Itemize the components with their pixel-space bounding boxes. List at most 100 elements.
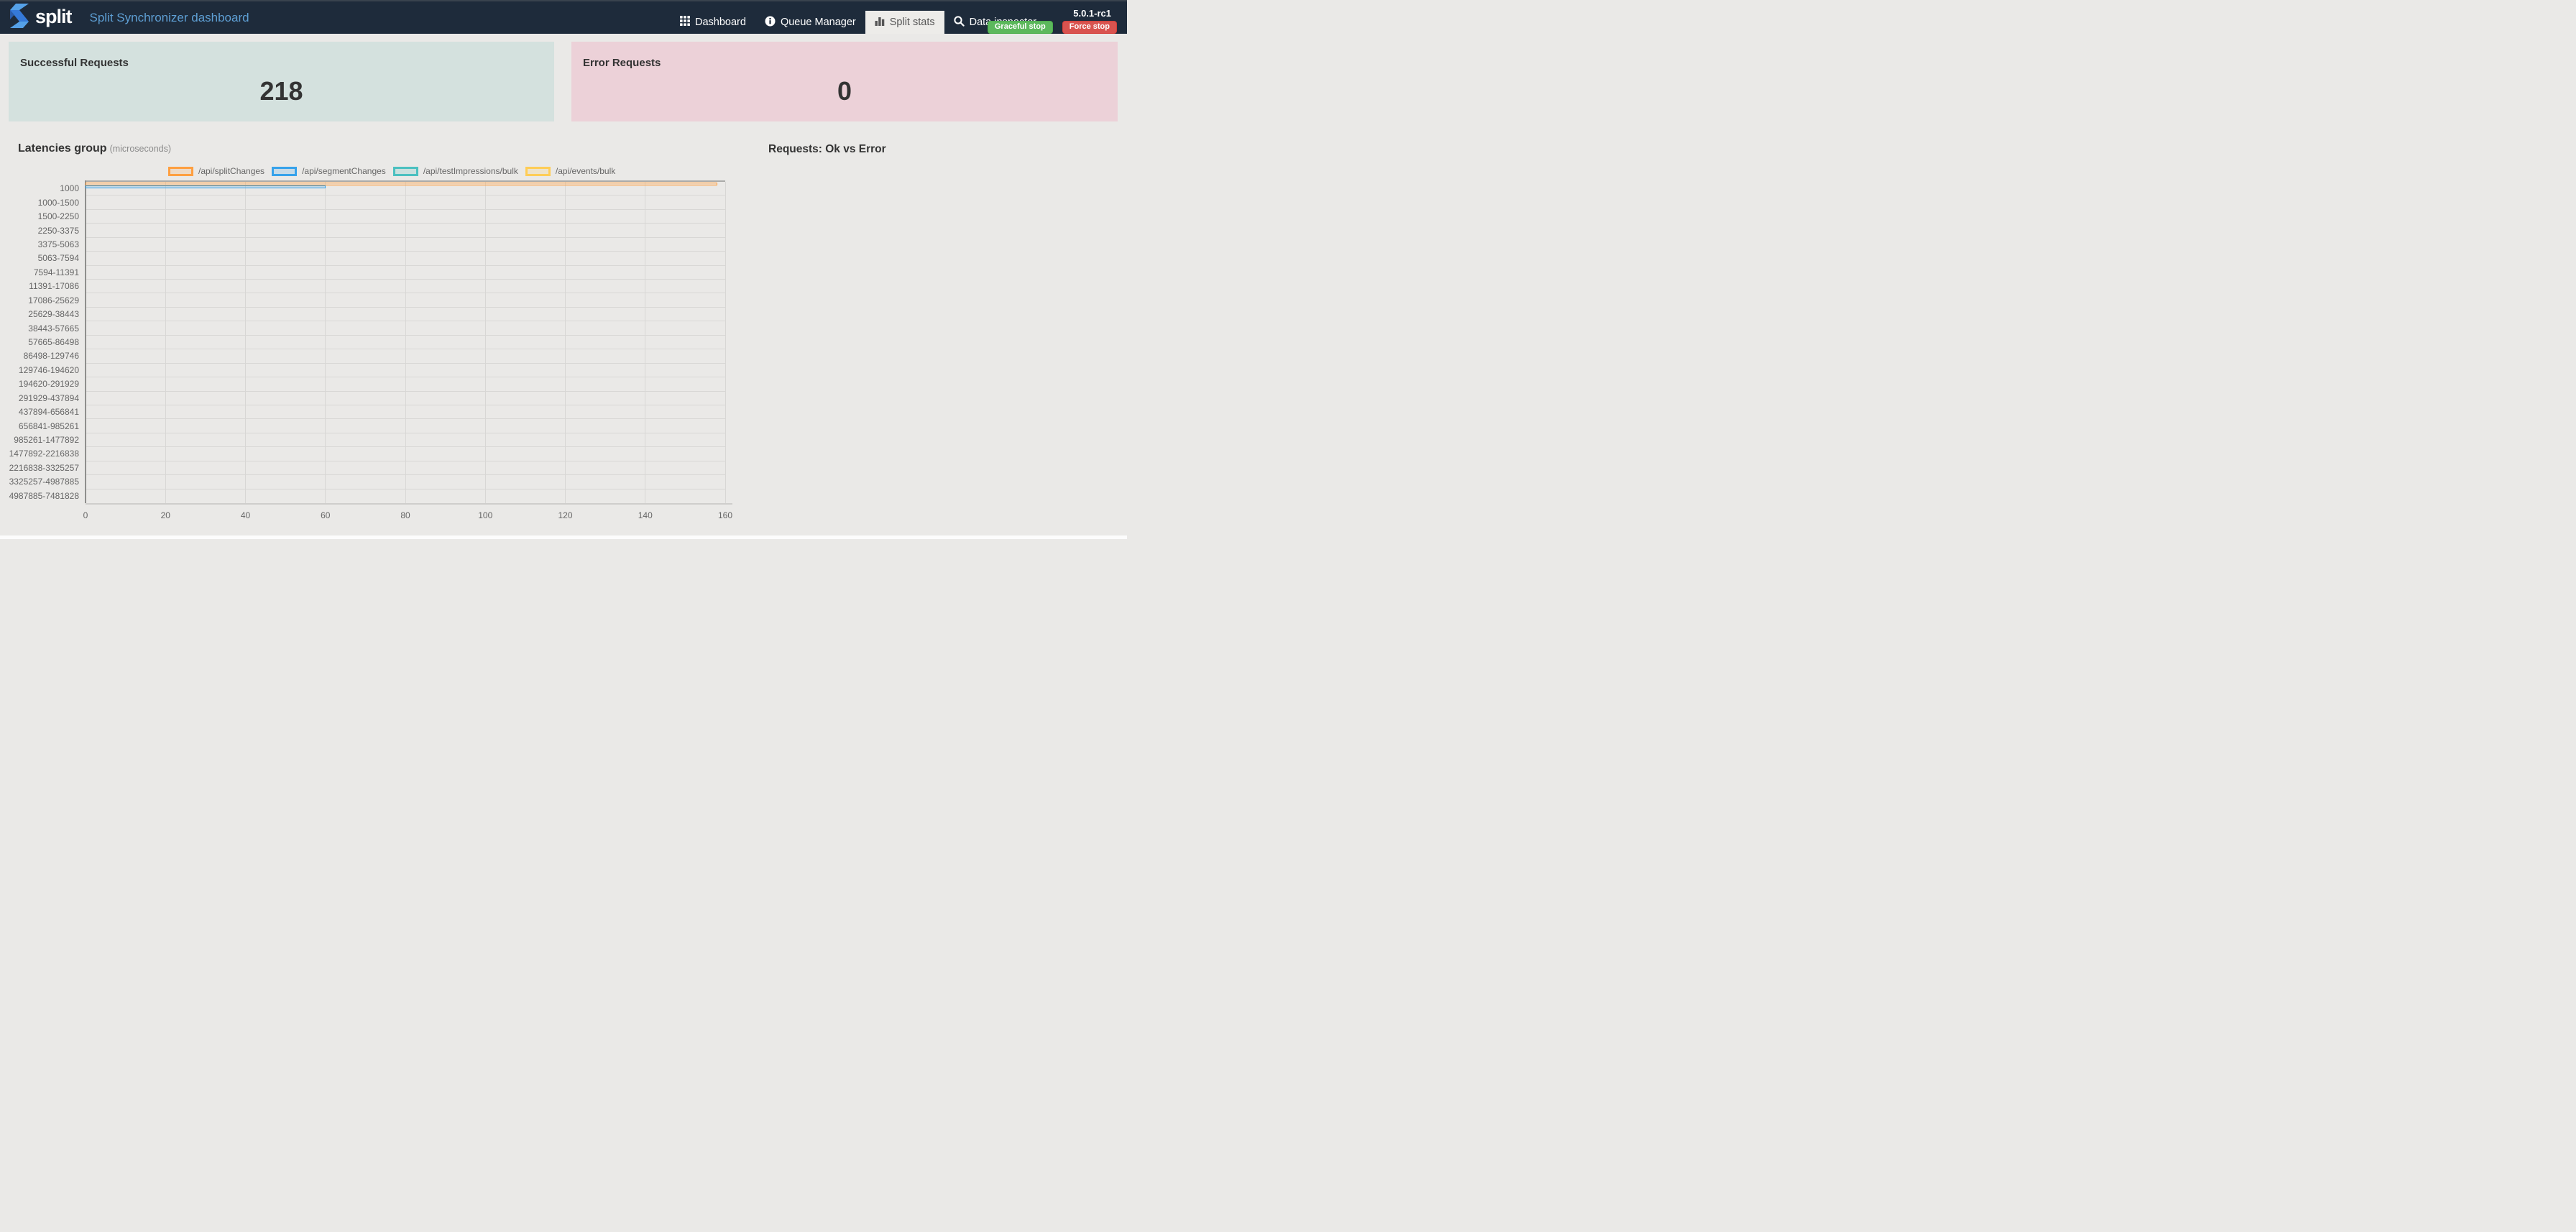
legend-swatch-icon [525,166,551,176]
bar-segment-/api/splitChanges [86,182,717,185]
y-axis-category-label: 291929-437894 [18,392,79,403]
y-axis-category-label: 985261-1477892 [14,435,79,446]
legend-label: /api/splitChanges [198,166,265,176]
y-gridline [86,223,725,224]
y-axis-category-label: 1477892-2216838 [9,449,79,459]
x-axis-tick-label: 120 [558,510,573,520]
chart-bottom-border [86,502,732,505]
legend-item-/api/events/bulk[interactable]: /api/events/bulk [525,166,615,176]
x-axis-tick-label: 140 [638,510,653,520]
y-axis-category-label: 1000 [60,183,79,194]
y-axis-category-label: 2250-3375 [37,225,79,236]
y-axis-category-label: 437894-656841 [18,407,79,418]
x-gridline [165,181,166,503]
chart-top-border [86,180,725,182]
y-axis-category-label: 2216838-3325257 [9,462,79,473]
nav-item-queue-manager[interactable]: Queue Manager [755,11,865,34]
x-gridline [484,181,486,503]
latencies-group-heading: Latencies group (microseconds) [18,142,171,155]
version-label: 5.0.1-rc1 [1073,8,1111,19]
x-gridline [405,181,406,503]
bar-chart-icon [875,16,885,29]
error-requests-card: Error Requests 0 [571,42,1118,121]
latencies-group-unit: (microseconds) [109,144,172,154]
nav-menu: Dashboard Queue Manager [671,1,1046,34]
legend-item-/api/testImpressions/bulk[interactable]: /api/testImpressions/bulk [392,166,518,176]
legend-label: /api/testImpressions/bulk [423,166,518,176]
x-gridline [565,181,566,503]
y-axis-category-label: 7594-11391 [33,267,79,277]
y-axis-category-label: 86498-129746 [23,351,79,362]
y-gridline [86,474,725,476]
x-axis-tick-label: 40 [240,510,251,520]
x-gridline [245,181,246,503]
chart-legend: /api/splitChanges/api/segmentChanges/api… [168,166,615,176]
latencies-group-title: Latencies group [18,142,107,155]
successful-requests-value: 218 [259,76,303,106]
brand-wordmark: split [35,6,73,27]
x-axis-tick-label: 60 [321,510,331,520]
legend-item-/api/segmentChanges[interactable]: /api/segmentChanges [272,166,386,176]
x-gridline [325,181,326,503]
legend-label: /api/events/bulk [555,166,616,176]
y-axis-category-label: 1500-2250 [37,211,79,222]
nav-item-label: Split stats [889,17,935,28]
info-circle-icon [765,16,776,29]
y-axis-category-label: 3325257-4987885 [9,477,79,487]
x-axis-tick-label: 160 [717,510,733,520]
page-bottom-strip [0,535,1127,539]
legend-item-/api/splitChanges[interactable]: /api/splitChanges [168,166,264,176]
y-axis-category-label: 5063-7594 [37,253,79,264]
force-stop-button[interactable]: Force stop [1062,21,1117,34]
successful-requests-title: Successful Requests [20,57,129,69]
x-gridline [724,181,726,503]
y-axis-category-label: 3375-5063 [37,239,79,249]
y-gridline [86,446,725,448]
legend-swatch-icon [168,166,193,176]
graceful-stop-button[interactable]: Graceful stop [987,21,1053,34]
y-gridline [86,265,725,266]
x-axis-tick-label: 100 [478,510,493,520]
brand-link[interactable]: split Split Synchronizer dashboard [10,1,249,34]
y-gridline [86,334,725,336]
y-axis-category-label: 17086-25629 [28,295,79,305]
y-gridline [86,390,725,392]
y-axis-category-label: 4987885-7481828 [9,490,79,501]
y-axis-category-label: 656841-985261 [18,420,79,431]
split-logo-icon [10,4,29,32]
nav-item-label: Queue Manager [780,17,856,28]
legend-label: /api/segmentChanges [302,166,386,176]
y-axis-category-label: 25629-38443 [28,309,79,320]
requests-ok-vs-error-heading: Requests: Ok vs Error [768,143,886,155]
y-gridline [86,306,725,308]
y-gridline [86,251,725,252]
nav-item-split-stats[interactable]: Split stats [865,11,944,34]
y-gridline [86,195,725,196]
nav-item-label: Dashboard [695,17,746,28]
error-requests-title: Error Requests [583,57,661,69]
stop-buttons: Graceful stop Force stop [987,21,1117,34]
y-gridline [86,362,725,364]
x-axis-tick-label: 80 [400,510,410,520]
successful-requests-card: Successful Requests 218 [9,42,554,121]
y-axis-category-label: 129746-194620 [18,364,79,375]
legend-swatch-icon [392,166,418,176]
y-gridline [86,208,725,210]
chart-left-axis [85,180,86,503]
y-gridline [86,279,725,280]
y-axis-category-label: 1000-1500 [37,197,79,208]
brand-subtitle: Split Synchronizer dashboard [89,11,249,24]
grid-icon [680,16,690,29]
legend-swatch-icon [272,166,298,176]
bar-segment-/api/segmentChanges [86,185,326,189]
x-axis-tick-label: 0 [83,510,88,520]
x-axis-tick-label: 20 [160,510,170,520]
y-axis-category-label: 194620-291929 [18,379,79,390]
nav-item-dashboard[interactable]: Dashboard [671,11,755,34]
y-gridline [86,418,725,420]
search-icon [953,15,965,29]
y-axis-category-label: 57665-86498 [28,337,79,347]
y-axis-category-label: 11391-17086 [29,281,79,292]
y-axis-category-label: 38443-57665 [28,323,79,334]
error-requests-value: 0 [837,76,852,106]
